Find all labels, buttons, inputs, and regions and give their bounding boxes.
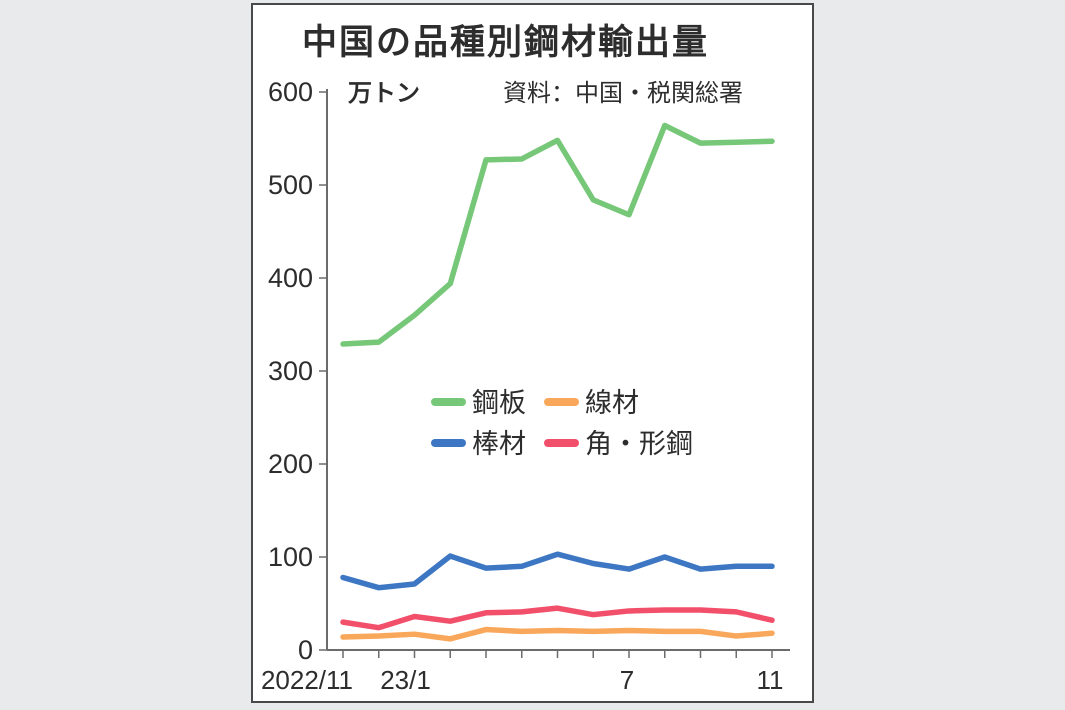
source-credit: 資料：中国・税関総署 bbox=[503, 80, 743, 107]
legend-label-鋼板: 鋼板 bbox=[472, 388, 526, 418]
legend-label-棒材: 棒材 bbox=[472, 429, 526, 459]
y-tick-label: 200 bbox=[268, 449, 313, 479]
series-line-線材 bbox=[340, 626, 775, 642]
y-tick-label: 0 bbox=[298, 635, 313, 665]
chart-title: 中国の品種別鋼材輸出量 bbox=[301, 23, 709, 62]
y-tick-label: 600 bbox=[268, 77, 313, 107]
y-tick-label: 500 bbox=[268, 170, 313, 200]
chart-panel: 中国の品種別鋼材輸出量 0 100 200 300 400 500 600 万トン 資料：中国・… bbox=[251, 3, 814, 703]
y-tick-label: 100 bbox=[268, 542, 313, 572]
legend-label-角・形鋼: 角・形鋼 bbox=[585, 429, 693, 459]
y-tick-label: 400 bbox=[268, 263, 313, 293]
x-axis-label: 11 bbox=[757, 665, 784, 695]
series-line-角・形鋼 bbox=[340, 605, 775, 631]
legend-label-線材: 線材 bbox=[585, 388, 639, 418]
y-axis-unit-label: 万トン bbox=[348, 80, 420, 107]
y-tick-label: 300 bbox=[268, 356, 313, 386]
series-line-鋼板 bbox=[340, 122, 775, 347]
series-line-棒材 bbox=[340, 551, 775, 591]
x-axis-label: 23/1 bbox=[380, 665, 431, 695]
x-axis-label: 2022/11 bbox=[261, 665, 353, 695]
x-axis-label: 7 bbox=[620, 665, 634, 695]
line-chart: 0 100 200 300 400 500 600 万トン 資料：中国・税関総署 2022/11 2… bbox=[261, 77, 790, 695]
